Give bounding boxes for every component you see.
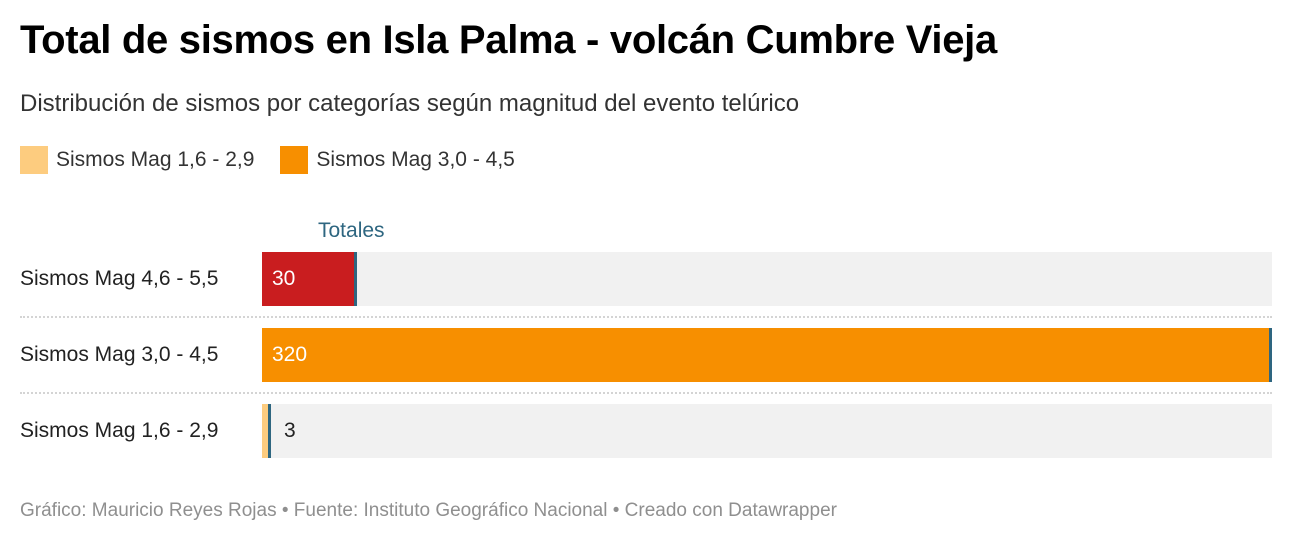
value-label: 30: [272, 267, 296, 290]
bar-track: 320: [262, 328, 1272, 382]
total-marker: [268, 404, 271, 458]
total-marker: [1269, 328, 1272, 382]
category-label: Sismos Mag 1,6 - 2,9: [20, 419, 219, 442]
chart-footer: Gráfico: Mauricio Reyes Rojas • Fuente: …: [20, 500, 837, 521]
bar: [262, 252, 357, 306]
legend-item: Sismos Mag 1,6 - 2,9: [20, 146, 254, 174]
legend-label: Sismos Mag 3,0 - 4,5: [316, 148, 515, 171]
category-label: Sismos Mag 4,6 - 5,5: [20, 267, 219, 290]
bar-track: 3: [262, 404, 1272, 458]
bar: [262, 328, 1272, 382]
legend-item: Sismos Mag 3,0 - 4,5: [280, 146, 515, 174]
bar-track: 30: [262, 252, 1272, 306]
legend: Sismos Mag 1,6 - 2,9 Sismos Mag 3,0 - 4,…: [20, 146, 541, 174]
value-label: 3: [284, 419, 296, 442]
legend-label: Sismos Mag 1,6 - 2,9: [56, 148, 255, 171]
totals-column-header: Totales: [318, 219, 385, 242]
value-label: 320: [272, 343, 308, 366]
chart-subtitle: Distribución de sismos por categorías se…: [20, 90, 800, 117]
chart-title: Total de sismos en Isla Palma - volcán C…: [20, 18, 997, 62]
row-separator: [20, 392, 1272, 394]
total-marker: [354, 252, 357, 306]
row-separator: [20, 316, 1272, 318]
bar-row: Sismos Mag 4,6 - 5,5 30: [0, 252, 1294, 306]
category-label: Sismos Mag 3,0 - 4,5: [20, 343, 219, 366]
legend-swatch: [20, 146, 48, 174]
bar: [262, 404, 271, 458]
bar-row: Sismos Mag 1,6 - 2,9 3: [0, 404, 1294, 458]
bar-row: Sismos Mag 3,0 - 4,5 320: [0, 328, 1294, 382]
legend-swatch: [280, 146, 309, 174]
